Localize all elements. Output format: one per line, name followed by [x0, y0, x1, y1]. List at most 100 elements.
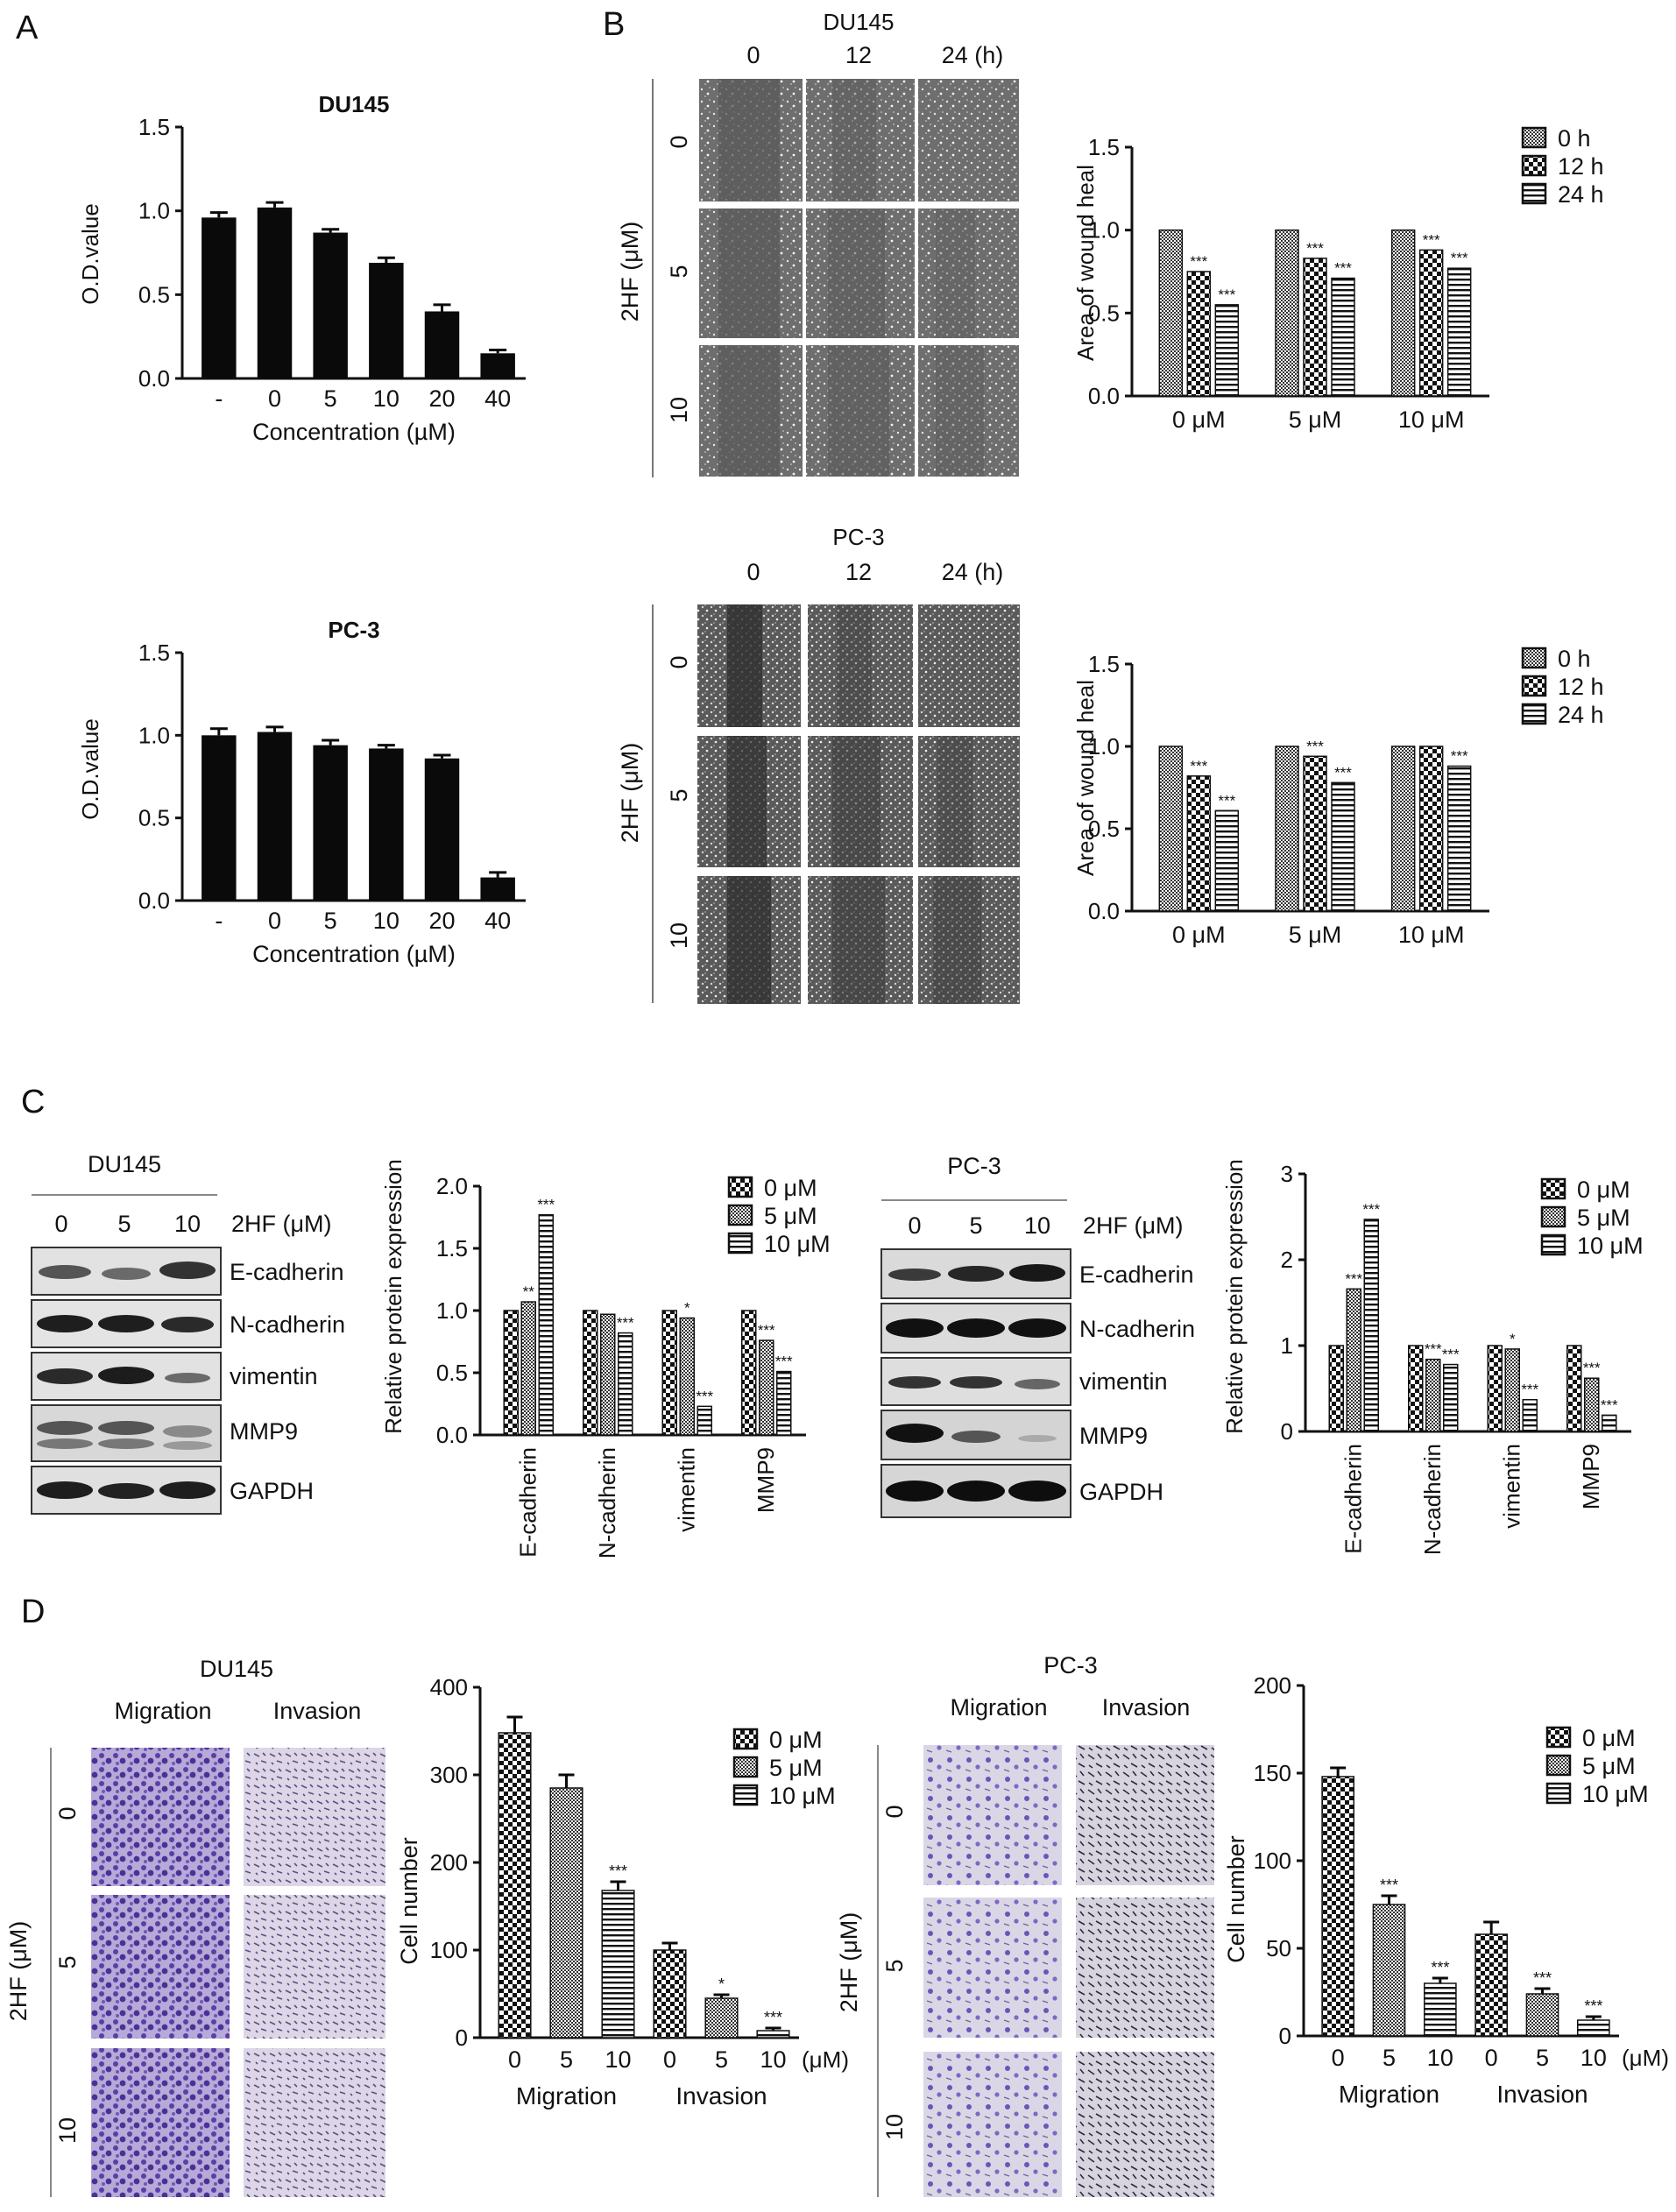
- transwell-du145-title: DU145: [200, 1656, 273, 1682]
- legend-label: 0 μM: [1582, 1725, 1636, 1751]
- significance-label: ***: [537, 1197, 555, 1213]
- chart-d2-ylabel: Cell number: [1223, 1835, 1249, 1963]
- bar: [1214, 809, 1240, 912]
- blot-pc3-protein-1: N-cadherin: [1079, 1316, 1195, 1342]
- y-tick-label: 3: [1281, 1161, 1293, 1187]
- legend-swatch: [732, 1756, 759, 1778]
- bar: [549, 1787, 583, 2039]
- blot-du145-title: DU145: [88, 1151, 161, 1177]
- legend-label: 10 μM: [1582, 1781, 1649, 1807]
- significance-label: ***: [1218, 792, 1235, 809]
- group-label-migration: Migration: [1339, 2081, 1439, 2108]
- transwell-pc3-images: [923, 1745, 1214, 2197]
- x-tick-label: 0: [268, 385, 281, 412]
- y-tick-label: 0.0: [1088, 898, 1120, 924]
- blot-du145-protein-2: vimentin: [230, 1363, 318, 1389]
- bar: [313, 232, 348, 378]
- bar: [1321, 1776, 1355, 2037]
- x-tick-label: 40: [484, 908, 511, 934]
- chart-a1-xlabel: Concentration (µM): [252, 419, 456, 445]
- significance-label: ***: [1431, 1959, 1449, 1976]
- legend-label: 12 h: [1558, 674, 1604, 700]
- significance-label: ***: [1218, 286, 1235, 303]
- x-tick-label: 5: [1536, 2045, 1549, 2071]
- x-tick-label: 0 μM: [1172, 922, 1226, 948]
- blot-pc3-lane-10: 10: [1024, 1212, 1050, 1239]
- chart-wound-pc3: 0.0 0.5 1.0 1.5 *** *** 0 μM *** *** 5 μM *** 10 μM…: [1088, 646, 1604, 948]
- wound-du145-row-5: 5: [666, 265, 692, 278]
- bar: [1602, 1414, 1617, 1432]
- x-tick-label: E-cadherin: [514, 1447, 541, 1558]
- wound-image: [808, 604, 913, 727]
- transwell-image: [923, 2052, 1062, 2197]
- y-tick-label: 0: [1279, 2023, 1291, 2049]
- legend-label: 0 μM: [769, 1727, 823, 1753]
- bar: [1522, 1398, 1538, 1432]
- bar: [1584, 1377, 1600, 1432]
- x-tick-label: 0: [508, 2046, 521, 2073]
- y-tick-label: 200: [1254, 1672, 1291, 1699]
- group-label-migration: Migration: [516, 2082, 617, 2110]
- bar: [1446, 267, 1472, 397]
- wound-pc3-images: [697, 604, 1020, 1004]
- x-tick-label: 5: [324, 385, 337, 412]
- transwell-du145-row-0: 0: [54, 1806, 81, 1820]
- x-tick-label: 5: [324, 908, 337, 934]
- chart-a1-ylabel: O.D.value: [77, 203, 103, 305]
- chart-viability-du145: 0.0 0.5 1.0 1.5 - 0 5 10 20 40: [138, 114, 526, 412]
- y-tick-label: 0.5: [436, 1360, 468, 1386]
- y-tick-label: 150: [1254, 1760, 1291, 1786]
- legend-swatch: [1521, 154, 1547, 177]
- bar: [776, 1370, 792, 1436]
- transwell-pc3-axis-label: 2HF (μM): [836, 1912, 862, 2013]
- significance-label: ***: [1425, 1341, 1442, 1358]
- legend-label: 5 μM: [769, 1755, 823, 1781]
- x-tick-label: 10: [605, 2046, 631, 2073]
- transwell-image: [244, 1895, 385, 2039]
- x-tick-label: MMP9: [1578, 1444, 1604, 1509]
- bar: [1446, 765, 1472, 912]
- y-tick-label: 0: [1281, 1418, 1293, 1445]
- x-tick-label: 10: [373, 385, 400, 412]
- wound-du145-axis-label: 2HF (μM): [617, 222, 643, 322]
- unit-label: (μM): [802, 2046, 849, 2073]
- transwell-image: [244, 1748, 385, 1886]
- chart-a2-xlabel: Concentration (µM): [252, 941, 456, 967]
- wound-image: [918, 736, 1020, 867]
- legend-label: 10 μM: [764, 1231, 831, 1257]
- legend-swatch: [1521, 182, 1547, 205]
- wound-pc3-title: PC-3: [832, 524, 884, 550]
- significance-label: ***: [617, 1315, 634, 1332]
- legend-swatch: [727, 1204, 753, 1226]
- y-tick-label: 0.5: [1088, 300, 1120, 326]
- legend-label: 24 h: [1558, 702, 1604, 728]
- wound-du145-title: DU145: [824, 9, 895, 35]
- x-tick-label: 5: [560, 2046, 573, 2073]
- legend-swatch: [1545, 1782, 1572, 1805]
- y-tick-label: 0.0: [436, 1422, 468, 1448]
- bar: [369, 748, 404, 901]
- significance-label: ***: [775, 1353, 793, 1370]
- blot-pc3-treatment: 2HF (μM): [1083, 1212, 1184, 1239]
- bar: [661, 1310, 677, 1436]
- chart-b1-ylabel: Area of wound heal: [1072, 165, 1099, 361]
- legend-label: 0 h: [1558, 125, 1591, 152]
- transwell-pc3-row-10: 10: [881, 2114, 908, 2140]
- wound-pc3-time-12: 12: [845, 559, 872, 585]
- chart-a2-title: PC-3: [328, 617, 379, 643]
- blot-pc3-lane-5: 5: [969, 1212, 982, 1239]
- x-tick-label: 20: [428, 385, 455, 412]
- transwell-pc3-col-invasion: Invasion: [1102, 1694, 1191, 1721]
- y-tick-label: 1: [1281, 1332, 1293, 1359]
- wound-image: [918, 79, 1019, 201]
- bar: [756, 2030, 790, 2039]
- y-tick-label: 1.0: [138, 198, 170, 224]
- transwell-image: [244, 2048, 385, 2197]
- significance-label: ***: [1521, 1382, 1538, 1398]
- unit-label: (μM): [1622, 2045, 1669, 2071]
- bar: [1346, 1288, 1361, 1432]
- y-tick-label: 1.0: [1088, 217, 1120, 244]
- bar: [1577, 2019, 1610, 2037]
- group-label-invasion: Invasion: [1496, 2081, 1588, 2108]
